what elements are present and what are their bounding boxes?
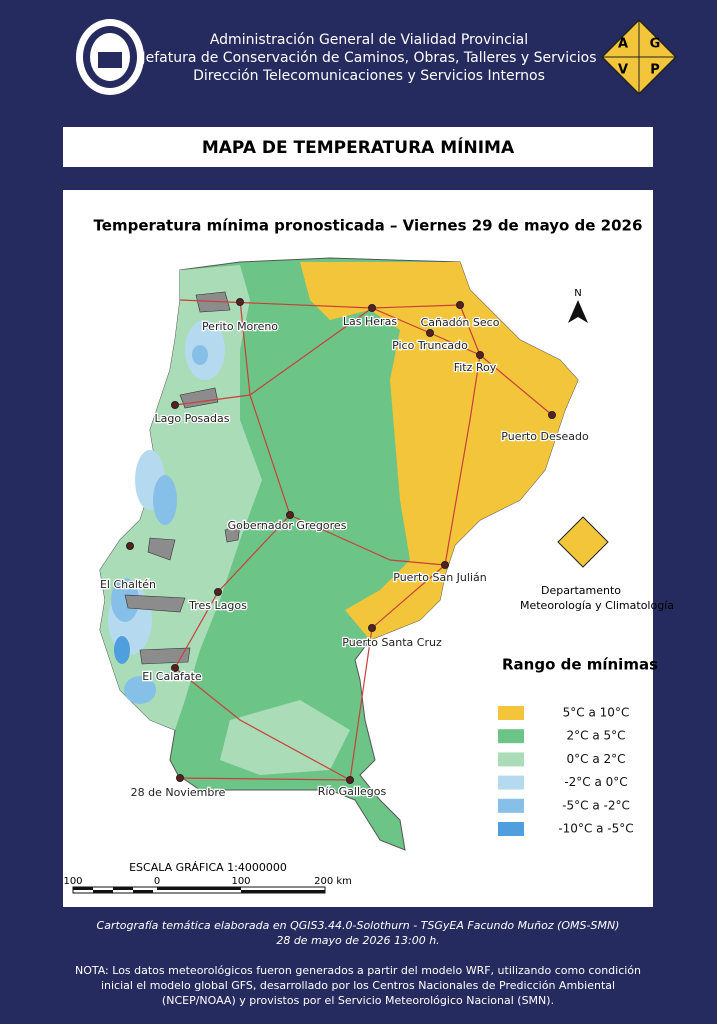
- legend-label: -5°C a -2°C: [562, 798, 630, 812]
- legend-swatch: [498, 706, 524, 720]
- city-label: El Calafate: [142, 670, 202, 683]
- legend-swatch: [498, 822, 524, 836]
- logo-letter: V: [618, 63, 628, 78]
- scale-tick: 200 km: [314, 876, 352, 887]
- scale-label: ESCALA GRÁFICA 1:4000000: [129, 861, 287, 874]
- city-label: Perito Moreno: [202, 320, 278, 333]
- note: NOTA: Los datos meteorológicos fueron ge…: [75, 964, 641, 977]
- department-label: Departamento: [541, 584, 621, 597]
- header-line: Jefatura de Conservación de Caminos, Obr…: [140, 50, 596, 66]
- city-label: 28 de Noviembre: [131, 786, 226, 799]
- city-label: El Chaltén: [100, 578, 156, 591]
- note: (NCEP/NOAA) y provistos por el Servicio …: [162, 994, 554, 1007]
- legend-swatch: [498, 798, 524, 813]
- temperature-map: [99, 257, 579, 851]
- credits: 28 de mayo de 2026 13:00 h.: [276, 934, 439, 947]
- province-logo: [76, 19, 144, 95]
- city-label: Tres Lagos: [188, 599, 247, 612]
- credits: Cartografía temática elaborada en QGIS3.…: [97, 919, 620, 932]
- city-label: Las Heras: [343, 315, 397, 328]
- legend-swatch: [498, 752, 524, 767]
- legend-title: Rango de mínimas: [502, 656, 658, 674]
- legend-swatch: [498, 729, 524, 744]
- logo-letter: P: [650, 63, 660, 78]
- legend-label: -2°C a 0°C: [564, 775, 627, 789]
- scale-tick: 0: [154, 876, 160, 887]
- city-label: Puerto San Julián: [393, 571, 487, 584]
- agvp-logo: A G V P: [600, 18, 678, 96]
- page-title: MAPA DE TEMPERATURA MÍNIMA: [202, 136, 515, 158]
- scale-tick: 100: [63, 876, 82, 887]
- city-label: Pico Truncado: [392, 339, 468, 352]
- city-label: Puerto Deseado: [501, 430, 589, 443]
- north-arrow: [568, 300, 588, 323]
- city-label: Fitz Roy: [454, 361, 497, 374]
- legend-label: 0°C a 2°C: [566, 752, 625, 766]
- city-label: Lago Posadas: [155, 412, 230, 425]
- scale-bar: [72, 886, 326, 894]
- title-box: [63, 127, 653, 167]
- legend-swatch: [498, 775, 524, 790]
- city-label: Cañadón Seco: [421, 316, 500, 329]
- legend-label: 2°C a 5°C: [566, 729, 625, 743]
- legend: 5°C a 10°C 2°C a 5°C 0°C a 2°C -2°C a 0°C -5…: [498, 706, 634, 836]
- north-label: N: [574, 288, 581, 299]
- header-line: Administración General de Vialidad Provi…: [210, 32, 528, 48]
- department-label: Meteorología y Climatología: [520, 599, 674, 612]
- city-label: Gobernador Gregores: [228, 519, 347, 532]
- legend-label: 5°C a 10°C: [563, 706, 630, 720]
- scale-tick: 100: [231, 876, 250, 887]
- map-title: Temperatura mínima pronosticada – Vierne…: [94, 217, 643, 235]
- logo-letter: G: [650, 37, 661, 52]
- city-label: Río Gallegos: [318, 785, 387, 798]
- header-line: Dirección Telecomunicaciones y Servicios…: [193, 68, 545, 84]
- logo-letter: A: [618, 37, 628, 52]
- department-logo: [557, 516, 609, 568]
- note: inicial el modelo global GFS, desarrolla…: [101, 979, 615, 992]
- legend-label: -10°C a -5°C: [558, 822, 633, 836]
- cities: Perito Moreno Las Heras Cañadón Seco Pic…: [99, 298, 590, 800]
- city-label: Puerto Santa Cruz: [342, 636, 442, 649]
